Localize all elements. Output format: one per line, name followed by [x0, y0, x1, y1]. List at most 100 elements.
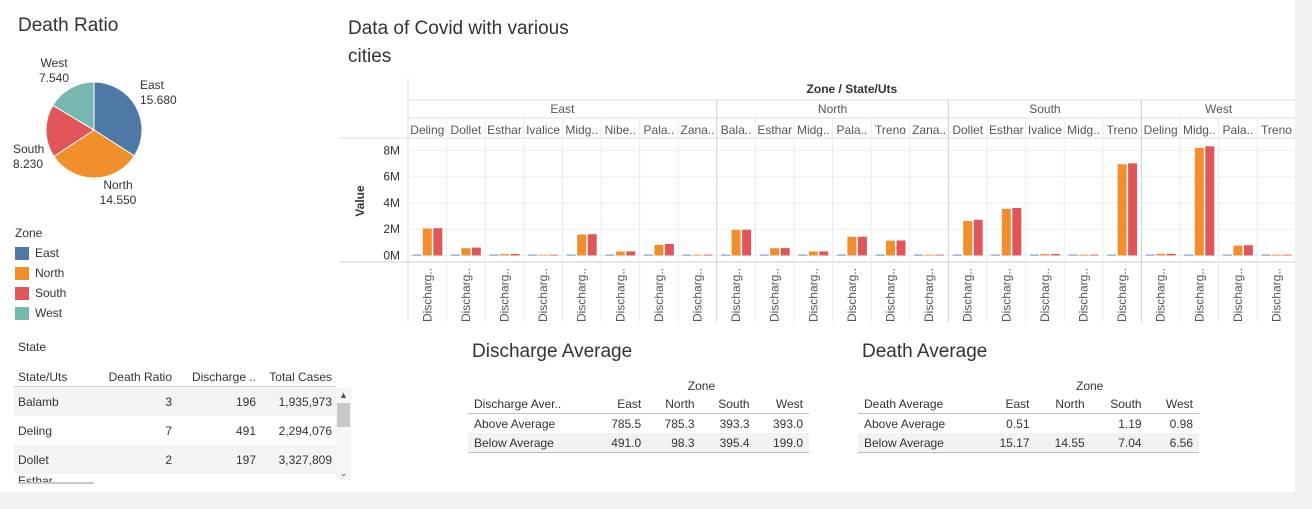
table-row[interactable]: Below Average 491.0 98.3 395.4 199.0 [468, 433, 809, 453]
bar[interactable] [1272, 254, 1281, 256]
table-row[interactable]: Above Average 785.5 785.3 393.3 393.0 [468, 414, 809, 434]
chevron-down-icon[interactable]: ⌄ [339, 468, 348, 478]
bar[interactable] [1068, 254, 1078, 256]
bar[interactable] [1128, 163, 1138, 256]
scrollbar-thumb[interactable] [337, 403, 350, 427]
discharge-col-header[interactable]: Discharge .. [176, 368, 260, 387]
bar[interactable] [664, 243, 674, 256]
bar[interactable] [1233, 245, 1243, 256]
bar[interactable] [615, 251, 625, 256]
bar[interactable] [626, 251, 636, 256]
pie-slice-south[interactable] [45, 104, 95, 158]
table-row[interactable]: Balamb 3 196 1,935,973 [14, 386, 336, 416]
bar[interactable] [721, 254, 731, 256]
bar[interactable] [693, 254, 702, 256]
bar[interactable] [1205, 146, 1215, 256]
bar[interactable] [836, 254, 846, 256]
bar[interactable] [1050, 253, 1060, 256]
bar[interactable] [1012, 207, 1022, 256]
legend-item-south[interactable]: South [15, 286, 66, 300]
bar[interactable] [1222, 254, 1232, 256]
bar[interactable] [566, 254, 576, 256]
horizontal-scrollbar[interactable] [18, 482, 94, 484]
discharge-avg-row-header[interactable]: Discharge Aver.. [468, 395, 594, 414]
bar[interactable] [731, 229, 741, 256]
bar[interactable] [935, 254, 945, 256]
bar[interactable] [1184, 254, 1194, 256]
bar[interactable] [1107, 254, 1117, 256]
bar[interactable] [489, 254, 499, 256]
bar[interactable] [422, 228, 432, 256]
bar[interactable] [924, 254, 934, 256]
state-col-header[interactable]: State/Uts [14, 368, 92, 387]
bar[interactable] [500, 254, 509, 256]
death-avg-row-header[interactable]: Death Average [858, 395, 981, 414]
bar[interactable] [1156, 253, 1166, 256]
pie-slice-west[interactable] [52, 81, 95, 131]
bar[interactable] [1243, 245, 1253, 256]
bar[interactable] [770, 248, 780, 256]
bar[interactable] [577, 234, 587, 256]
bar[interactable] [471, 247, 481, 256]
bar[interactable] [1194, 147, 1204, 256]
total-cases-col-header[interactable]: Total Cases [260, 368, 336, 387]
bar[interactable] [412, 254, 422, 256]
table-row[interactable]: Above Average 0.51 1.19 0.98 [858, 414, 1199, 434]
legend-item-north[interactable]: North [15, 266, 64, 280]
bar[interactable] [605, 254, 615, 256]
bar[interactable] [1145, 254, 1155, 256]
bar[interactable] [528, 254, 538, 256]
bar[interactable] [780, 248, 790, 256]
bar[interactable] [914, 254, 924, 256]
bar[interactable] [886, 240, 895, 256]
chevron-up-icon[interactable]: ▲ [339, 390, 348, 400]
bar[interactable] [963, 221, 973, 256]
bar[interactable] [991, 254, 1001, 256]
vertical-scrollbar[interactable]: ▲ ⌄ [336, 388, 351, 480]
bar[interactable] [1166, 253, 1176, 256]
bar[interactable] [643, 254, 653, 256]
legend-item-west[interactable]: West [15, 306, 62, 320]
table-row[interactable]: Deling 7 491 2,294,076 [14, 416, 336, 445]
bar[interactable] [1079, 254, 1088, 256]
bar[interactable] [1001, 208, 1011, 256]
death-ratio-col-header[interactable]: Death Ratio [92, 368, 176, 387]
bar[interactable] [847, 236, 857, 256]
bar[interactable] [510, 253, 520, 256]
bar[interactable] [742, 229, 752, 256]
bar[interactable] [896, 240, 906, 256]
bar[interactable] [703, 254, 713, 256]
table-row-partial[interactable]: Esthar [18, 474, 53, 482]
table-row[interactable]: Dollet 2 197 3,327,809 [14, 445, 336, 474]
bar[interactable] [1029, 254, 1039, 256]
zone-col-header[interactable]: West [1147, 395, 1199, 414]
zone-col-header[interactable]: North [1035, 395, 1091, 414]
zone-col-header[interactable]: West [755, 395, 809, 414]
bar[interactable] [538, 254, 548, 256]
bar[interactable] [1117, 164, 1127, 256]
legend-item-east[interactable]: East [15, 246, 59, 260]
bar[interactable] [808, 251, 818, 256]
bar[interactable] [952, 254, 962, 256]
zone-col-header[interactable]: East [980, 395, 1036, 414]
bar[interactable] [759, 254, 769, 256]
zone-col-header[interactable]: South [1090, 395, 1148, 414]
bar[interactable] [973, 219, 983, 256]
bar[interactable] [1282, 254, 1292, 256]
bar[interactable] [1040, 254, 1050, 256]
bar[interactable] [450, 254, 460, 256]
bar[interactable] [819, 251, 829, 256]
bar[interactable] [433, 228, 443, 256]
bar[interactable] [654, 244, 664, 256]
bar[interactable] [682, 254, 692, 256]
zone-col-header[interactable]: East [593, 395, 648, 414]
pie-slice-north[interactable] [53, 129, 136, 179]
bar[interactable] [798, 254, 808, 256]
zone-col-header[interactable]: North [647, 395, 701, 414]
bar[interactable] [1261, 254, 1271, 256]
bar[interactable] [587, 234, 597, 256]
table-row[interactable]: Below Average 15.17 14.55 7.04 6.56 [858, 433, 1199, 453]
bar[interactable] [1089, 254, 1099, 256]
bar[interactable] [549, 254, 559, 256]
bar[interactable] [461, 248, 471, 256]
